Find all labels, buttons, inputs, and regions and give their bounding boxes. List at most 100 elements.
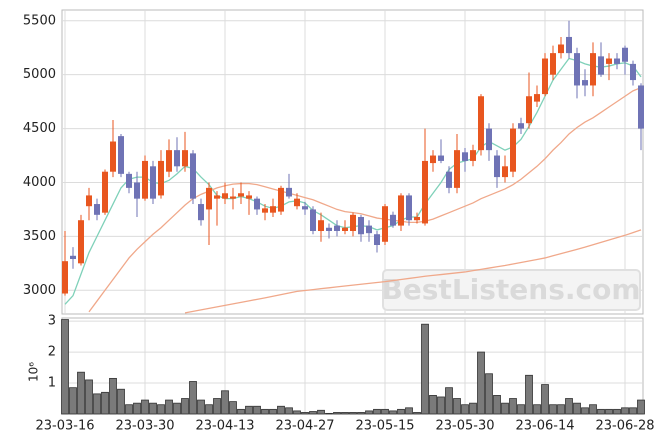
candle-body	[438, 155, 444, 161]
candle-body	[262, 208, 268, 213]
volume-bar	[453, 398, 461, 415]
candle-body	[70, 255, 76, 260]
candle-body	[174, 150, 180, 167]
volume-bar	[165, 399, 173, 415]
candle-body	[566, 36, 572, 54]
candle-body	[166, 150, 172, 172]
candle-body	[518, 123, 524, 129]
watermark-text: BestListens.com	[381, 273, 640, 306]
x-tick-label: 23-05-15	[355, 419, 414, 434]
candle-body	[622, 47, 628, 62]
candle-body	[118, 136, 124, 174]
volume-bar	[309, 411, 317, 415]
candle-body	[414, 216, 420, 221]
candle-body	[398, 195, 404, 226]
volume-bar	[373, 408, 381, 415]
candle-body	[470, 150, 476, 161]
candle-body	[526, 96, 532, 124]
volume-bar	[93, 393, 101, 415]
volume-bar	[573, 402, 581, 415]
volume-bar	[469, 402, 477, 415]
candle-body	[406, 195, 412, 221]
volume-bar	[477, 351, 485, 415]
y-tick-label: 5500	[23, 13, 56, 28]
volume-bar	[637, 399, 645, 415]
y-tick-label: 1	[48, 376, 56, 391]
x-tick-label: 23-05-30	[435, 419, 494, 434]
candle-body	[390, 214, 396, 226]
volume-bar	[69, 387, 77, 415]
volume-bar	[149, 402, 157, 415]
candle-body	[254, 198, 260, 210]
volume-bar	[525, 374, 533, 415]
candle-body	[638, 85, 644, 129]
volume-bar	[461, 404, 469, 415]
volume-bar	[285, 407, 293, 415]
candle-body	[286, 187, 292, 197]
candle-body	[542, 58, 548, 95]
y-tick-label: 2	[48, 345, 56, 360]
volume-bar	[357, 412, 365, 415]
volume-bar	[253, 405, 261, 415]
candle-body	[102, 171, 108, 213]
candle-body	[222, 193, 228, 199]
volume-bar	[605, 408, 613, 415]
x-tick-label: 23-03-16	[35, 419, 94, 434]
volume-bar	[213, 398, 221, 415]
plot-frame	[61, 9, 644, 315]
volume-bar	[445, 387, 453, 415]
volume-bar	[341, 412, 349, 415]
volume-bar	[221, 390, 229, 415]
candle-body	[62, 261, 68, 294]
volume-bar	[277, 405, 285, 415]
candle-body	[310, 209, 316, 231]
candle-body	[142, 160, 148, 199]
candle-body	[270, 206, 276, 213]
candle-body	[462, 152, 468, 161]
candle-body	[358, 216, 364, 235]
volume-bar	[117, 388, 125, 415]
candle-body	[558, 44, 564, 54]
volume-bar	[261, 408, 269, 415]
volume-bar	[533, 404, 541, 415]
volume-bar	[141, 399, 149, 415]
volume-bar	[101, 391, 109, 415]
candle-body	[534, 94, 540, 102]
candle-body	[134, 182, 140, 199]
volume-bar	[413, 412, 421, 415]
candle-body	[110, 141, 116, 172]
x-tick-label: 23-06-28	[595, 419, 654, 434]
volume-bar	[333, 412, 341, 415]
volume-bar	[365, 410, 373, 415]
candle-body	[326, 227, 332, 231]
volume-bar	[229, 401, 237, 415]
plot-frame	[61, 317, 644, 415]
candle-body	[94, 204, 100, 215]
candle-body	[630, 63, 636, 81]
volume-bar	[245, 405, 253, 415]
volume-bar	[269, 408, 277, 415]
volume-bar	[597, 408, 605, 415]
volume-bar	[125, 404, 133, 415]
volume-bar	[61, 319, 69, 415]
candle-body	[86, 195, 92, 207]
candle-body	[422, 160, 428, 224]
volume-bar	[381, 408, 389, 415]
volume-bar	[581, 407, 589, 415]
candle-body	[590, 53, 596, 86]
candle-body	[606, 58, 612, 64]
y-tick-label: 3000	[23, 283, 56, 298]
volume-bar	[325, 412, 333, 415]
watermark: BestListens.com	[381, 269, 641, 311]
volume-bar	[293, 410, 301, 415]
candle-body	[510, 128, 516, 172]
x-tick-label: 23-04-13	[195, 419, 254, 434]
volume-bar	[589, 404, 597, 415]
moving-average-line	[184, 229, 642, 314]
volume-bar	[565, 398, 573, 415]
candle-body	[198, 204, 204, 221]
y-tick-label: 4000	[23, 175, 56, 190]
volume-bar	[509, 398, 517, 415]
candle-body	[150, 166, 156, 199]
